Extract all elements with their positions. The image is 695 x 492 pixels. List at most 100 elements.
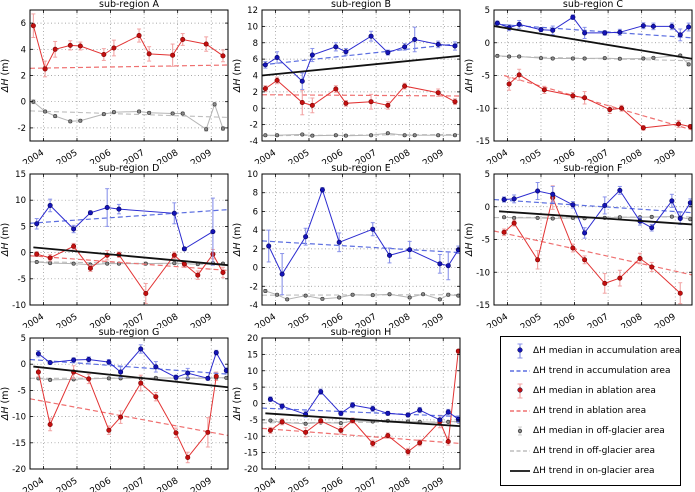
svg-text:0: 0	[253, 400, 258, 410]
svg-text:-10: -10	[12, 301, 26, 311]
svg-text:2006: 2006	[89, 148, 114, 164]
svg-text:2006: 2006	[321, 476, 346, 492]
svg-text:2005: 2005	[287, 312, 312, 328]
svg-text:-10: -10	[476, 268, 490, 278]
svg-text:20: 20	[247, 334, 258, 344]
svg-text:0: 0	[21, 249, 26, 259]
accumulation-trend-line	[262, 407, 460, 418]
svg-text:2007: 2007	[354, 148, 379, 164]
legend-item-label: ΔH median in off-glacier area	[533, 426, 665, 436]
offglacier-median-series	[263, 288, 460, 302]
x-tick-labels: 2004 2005 2006 2007 2008 2009	[21, 148, 214, 169]
svg-text:10: 10	[247, 170, 258, 180]
svg-text:-20: -20	[12, 465, 26, 475]
svg-text:2009: 2009	[421, 148, 446, 164]
svg-text:2004: 2004	[253, 148, 278, 164]
svg-text:0: 0	[21, 98, 26, 108]
svg-text:-2: -2	[250, 282, 258, 292]
svg-text:2: 2	[253, 88, 258, 98]
accumulation-median-series	[494, 14, 692, 42]
x-tick-labels: 2004 2005 2006 2007 2008 2009	[21, 476, 214, 492]
legend-item-label: ΔH trend in accumulation area	[533, 366, 671, 376]
axes-frame	[29, 173, 229, 306]
svg-text:-5: -5	[482, 236, 490, 246]
svg-text:10: 10	[247, 22, 258, 32]
svg-text:2009: 2009	[189, 476, 214, 492]
onglacier-trend-line	[262, 54, 460, 77]
svg-text:2004: 2004	[21, 476, 46, 492]
accumulation-median-series	[35, 344, 228, 381]
ablation-trend-line	[262, 427, 460, 445]
svg-text:2008: 2008	[620, 148, 645, 164]
gridlines	[494, 173, 692, 306]
subplot-title: sub-region G	[99, 328, 160, 338]
ablation-median-series	[506, 68, 692, 131]
svg-text:-5: -5	[18, 275, 26, 285]
accumulation-median-series	[501, 182, 692, 239]
subplot-title: sub-region C	[563, 0, 623, 10]
svg-text:2004: 2004	[485, 312, 510, 328]
svg-text:2005: 2005	[287, 148, 312, 164]
svg-text:2007: 2007	[122, 476, 147, 492]
tick-marks	[494, 173, 692, 306]
ablation-median-series	[35, 365, 219, 464]
svg-text:2005: 2005	[55, 476, 80, 492]
onglacier-trend-line	[494, 25, 692, 60]
ablation-median-series	[267, 348, 460, 456]
ablation-median-series	[34, 242, 226, 304]
svg-text:6: 6	[253, 207, 258, 217]
subplot-title: sub-region D	[99, 164, 160, 174]
svg-text:2008: 2008	[388, 148, 413, 164]
y-tick-labels: -15 -10 -5 0 5	[476, 6, 490, 147]
y-axis-label: ΔH (m)	[0, 387, 11, 421]
ablation-median-series	[262, 76, 458, 116]
legend-on-solid-icon	[507, 462, 533, 480]
svg-text:0: 0	[253, 264, 258, 274]
svg-text:2008: 2008	[156, 312, 181, 328]
x-tick-labels: 2004 2005 2006 2007 2008 2009	[253, 476, 446, 492]
axes-frame	[29, 337, 229, 470]
y-tick-labels: -4 -2 0 2 4 6 8 10	[247, 170, 258, 311]
svg-text:2007: 2007	[122, 148, 147, 164]
svg-text:15: 15	[247, 350, 258, 360]
legend-item-label: ΔH trend in on-glacier area	[533, 466, 655, 476]
gridlines	[262, 337, 460, 470]
subplot-d-plot: -10 -5 0 5 10 15 2004 2005 2006 2007 2008 2009 sub-r…	[0, 163, 229, 333]
accumulation-trend-line	[30, 358, 228, 375]
svg-text:2004: 2004	[485, 148, 510, 164]
legend-off-median-small-icon	[507, 422, 533, 440]
legend-item-on-solid: ΔH trend in on-glacier area	[501, 461, 680, 481]
y-axis-label: ΔH (m)	[0, 223, 11, 257]
svg-text:-2: -2	[18, 124, 26, 134]
y-axis-label: ΔH (m)	[464, 223, 475, 257]
svg-text:5: 5	[485, 6, 490, 16]
subplot-g: -20 -15 -10 -5 0 5 2004 2005 2006 2007 2008 2009 sub…	[0, 327, 232, 492]
legend-item-abl-dashed: ΔH trend in ablation area	[501, 401, 680, 421]
svg-text:-15: -15	[476, 301, 490, 311]
subplot-h: -20 -15 -10 -5 0 5 10 15 20 2004 2005 2006 2007 2008 2…	[232, 327, 464, 492]
accumulation-median-series	[266, 187, 460, 296]
svg-text:-10: -10	[12, 413, 26, 423]
svg-text:2008: 2008	[388, 312, 413, 328]
tick-marks	[262, 173, 460, 306]
svg-text:2008: 2008	[388, 476, 413, 492]
offglacier-median-series	[263, 131, 457, 138]
svg-text:0: 0	[21, 360, 26, 370]
x-tick-labels: 2004 2005 2006 2007 2008 2009	[485, 312, 678, 333]
legend-item-label: ΔH median in accumulation area	[533, 346, 681, 356]
svg-text:-4: -4	[250, 137, 258, 147]
svg-text:10: 10	[247, 367, 258, 377]
svg-text:2004: 2004	[21, 148, 46, 164]
svg-text:0: 0	[485, 39, 490, 49]
legend-accum-dashed-icon	[507, 362, 533, 380]
svg-text:2009: 2009	[189, 148, 214, 164]
x-tick-labels: 2004 2005 2006 2007 2008 2009	[253, 148, 446, 169]
tick-marks	[30, 173, 228, 306]
svg-text:-10: -10	[476, 104, 490, 114]
subplot-title: sub-region F	[564, 164, 623, 174]
svg-text:-5: -5	[18, 386, 26, 396]
subplot-c-plot: -15 -10 -5 0 5 2004 2005 2006 2007 2008 2009 sub-re…	[464, 0, 693, 169]
y-tick-labels: -15 -10 -5 0 5	[476, 170, 490, 311]
ablation-trend-line	[262, 94, 460, 97]
